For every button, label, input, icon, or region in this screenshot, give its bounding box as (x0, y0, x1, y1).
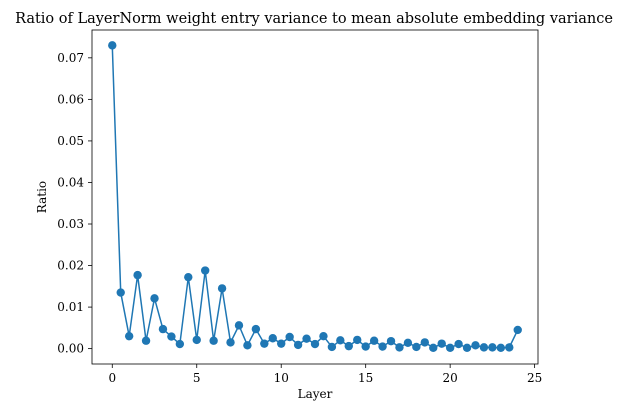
data-point (277, 339, 286, 348)
data-point (319, 331, 328, 341)
data-point (336, 336, 345, 345)
data-point (386, 336, 396, 346)
data-point (175, 339, 185, 349)
data-point (285, 332, 294, 342)
data-point (378, 342, 387, 351)
data-point (226, 338, 235, 347)
y-tick-label: 0.07 (57, 51, 84, 65)
series-line (111, 45, 519, 349)
y-tick-label: 0.06 (57, 92, 84, 106)
data-point (184, 272, 193, 282)
x-tick-label: 15 (358, 371, 373, 385)
x-tick-label: 10 (274, 371, 289, 385)
data-point (353, 335, 362, 345)
y-axis: 0.00 0.01 0.02 0.03 0.04 0.05 0.06 0.07 (57, 51, 92, 356)
data-point (488, 343, 497, 352)
data-point (302, 334, 311, 343)
data-point (437, 339, 446, 348)
data-point (471, 341, 480, 350)
data-point (116, 288, 125, 297)
data-point (344, 341, 353, 351)
y-tick-label: 0.04 (57, 175, 84, 189)
data-point (361, 342, 370, 351)
series-points (108, 41, 522, 352)
data-point (496, 343, 506, 352)
data-point (200, 266, 210, 275)
y-tick-label: 0.02 (57, 259, 84, 273)
data-point (209, 336, 218, 345)
y-tick-label: 0.01 (57, 300, 84, 314)
data-point (462, 343, 472, 352)
data-point (268, 334, 277, 343)
data-point (403, 338, 413, 348)
data-point (445, 343, 455, 352)
x-tick-label: 20 (443, 371, 458, 385)
data-point (327, 342, 337, 352)
x-axis: 0 5 10 15 20 25 (108, 364, 542, 385)
data-point (124, 331, 134, 341)
data-point (217, 284, 227, 293)
y-tick-label: 0.05 (57, 134, 84, 148)
data-point (505, 343, 514, 352)
plot-area-frame (91, 29, 539, 365)
data-point (141, 336, 151, 345)
y-axis-label: Ratio (35, 181, 49, 213)
data-point (133, 270, 142, 280)
data-point (310, 339, 320, 349)
data-point (150, 294, 159, 303)
y-tick-label: 0.03 (57, 217, 84, 231)
x-axis-label: Layer (298, 387, 333, 401)
data-point (369, 336, 379, 345)
data-point (260, 339, 269, 348)
data-point (234, 321, 244, 330)
y-tick-label: 0.00 (57, 342, 84, 356)
data-point (420, 338, 430, 347)
x-tick-label: 25 (527, 371, 542, 385)
data-point (293, 340, 303, 350)
data-point (395, 343, 404, 352)
chart-title: Ratio of LayerNorm weight entry variance… (15, 11, 613, 27)
data-point (243, 341, 252, 350)
data-point (167, 332, 176, 341)
data-point (108, 41, 117, 50)
data-point (412, 342, 421, 352)
data-point (429, 343, 438, 352)
x-tick-label: 5 (193, 371, 201, 385)
data-point (479, 343, 489, 352)
x-tick-label: 0 (108, 371, 116, 385)
data-point (513, 325, 522, 335)
data-point (192, 335, 201, 345)
data-point (251, 324, 261, 334)
data-point (454, 339, 463, 349)
data-point (158, 324, 168, 334)
